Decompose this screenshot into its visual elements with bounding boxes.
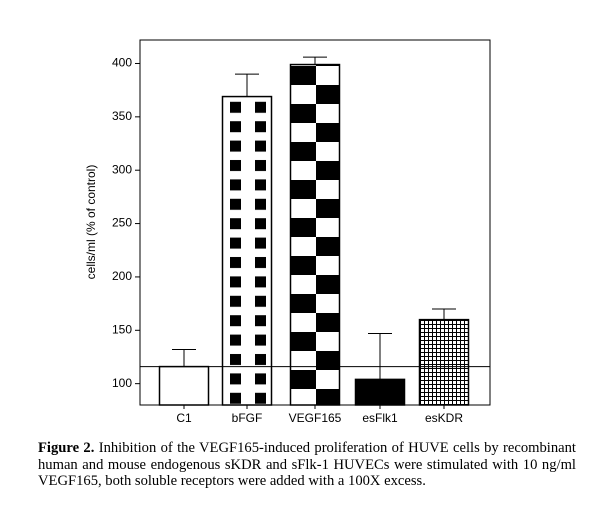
bar	[221, 95, 273, 406]
y-tick-label: 250	[112, 216, 132, 230]
error-bar	[303, 56, 327, 65]
error-bar	[235, 73, 259, 97]
bar	[289, 63, 341, 406]
error-bar	[432, 308, 456, 320]
error-bar	[368, 332, 392, 380]
y-tick-label: 350	[112, 109, 132, 123]
x-tick-label: bFGF	[232, 411, 263, 425]
chart: cells/ml (% of control) 100 150 200 250 300 3…	[84, 39, 491, 425]
x-tick-label: C1	[176, 411, 192, 425]
caption-label: Figure 2.	[38, 440, 95, 456]
y-tick-label: 400	[112, 56, 132, 70]
bar	[158, 365, 210, 406]
x-tick-label: VEGF165	[289, 411, 342, 425]
y-tick-label: 150	[112, 322, 132, 336]
x-tick-label: esFlk1	[362, 411, 398, 425]
bar	[418, 318, 470, 406]
y-tick-label: 300	[112, 162, 132, 176]
bar	[354, 378, 406, 406]
y-axis-label: cells/ml (% of control)	[84, 165, 98, 280]
error-bar	[172, 349, 196, 367]
caption-text: Inhibition of the VEGF165-induced prolif…	[38, 440, 576, 489]
y-tick-label: 200	[112, 269, 132, 283]
x-tick-label: esKDR	[425, 411, 463, 425]
caption: Figure 2. Inhibition of the VEGF165-indu…	[38, 440, 576, 490]
y-tick-label: 100	[112, 376, 132, 390]
